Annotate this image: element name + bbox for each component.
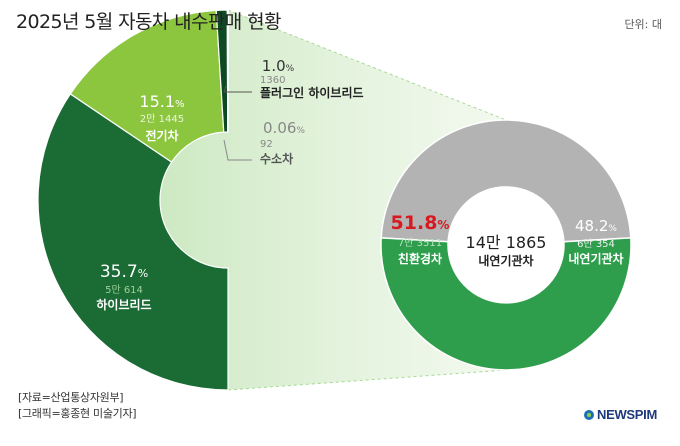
slice-hydrogen (226, 9, 230, 133)
slice-hybrid (37, 93, 229, 391)
label-phev-count: 1360 (260, 75, 285, 86)
source-label: [자료=산업통상자원부] (18, 391, 124, 404)
label-hybrid-name: 하이브리드 (96, 297, 151, 312)
label-phev-percent: 1.0% (262, 57, 295, 75)
callout-line-phev (223, 85, 252, 93)
label-eco-name: 친환경차 (398, 251, 442, 266)
label-phev-name: 플러그인 하이브리드 (260, 85, 364, 100)
center-total-value: 14만 1865 (466, 233, 547, 252)
callout-line-hydrogen (223, 139, 252, 161)
label-ice-name: 내연기관차 (568, 251, 623, 266)
label-hydrogen-name: 수소차 (260, 151, 293, 166)
label-ev-count: 2만 1445 (140, 113, 184, 125)
label-eco-percent: 51.8% (391, 212, 450, 234)
center-total-label: 내연기관차 (478, 253, 533, 268)
label-hydrogen-percent: 0.06% (263, 119, 305, 137)
label-hydrogen-count: 92 (260, 139, 273, 150)
connector-line-bottom (227, 369, 507, 391)
slice-ev (69, 9, 225, 163)
label-eco-count: 7만 3511 (398, 237, 442, 249)
brand-logo-icon (584, 409, 594, 420)
donut-hole (448, 187, 564, 303)
label-hybrid-percent: 35.7% (100, 262, 148, 282)
label-ice-count: 6만 354 (577, 238, 615, 250)
connector-line-top (227, 9, 507, 121)
brand-name: NEWSPIM (597, 407, 658, 422)
label-ice-percent: 48.2% (575, 217, 617, 235)
unit-label: 단위: 대 (624, 18, 662, 31)
brand-logo: NEWSPIM (584, 407, 657, 422)
label-ev-name: 전기차 (145, 128, 178, 143)
label-hybrid-count: 5만 614 (105, 284, 143, 296)
label-ev-percent: 15.1% (139, 92, 184, 111)
chart-title: 2025년 5월 자동차 내수판매 현황 (16, 11, 281, 33)
credit-label: [그래픽=홍종현 미술기자] (18, 407, 137, 420)
